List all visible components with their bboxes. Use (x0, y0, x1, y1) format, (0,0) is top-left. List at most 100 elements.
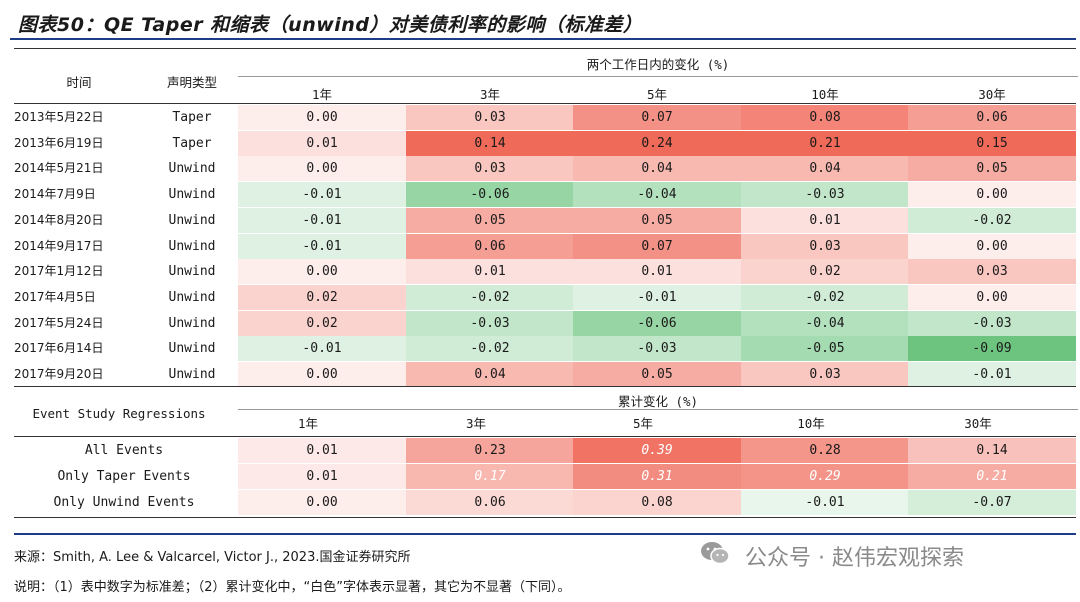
footer-rule (14, 533, 1076, 535)
heat-cell: -0.02 (406, 284, 574, 310)
event-date: 2013年5月22日 (14, 110, 104, 124)
heat-cell: 0.03 (741, 362, 909, 387)
heat-cell: 0.06 (406, 233, 574, 259)
heat-cell: 0.29 (741, 464, 909, 489)
heat-cell: -0.04 (573, 182, 741, 208)
tenor-header: 3年 (479, 87, 501, 102)
tenor-header: 10年 (811, 87, 839, 102)
regression-label: All Events (84, 443, 164, 458)
heat-cell: 0.02 (741, 259, 909, 285)
title-bar: 图表50：QE Taper 和缩表（unwind）对美债利率的影响（标准差） (10, 4, 1076, 40)
heat-cell: -0.01 (741, 490, 909, 515)
heat-cell: 0.03 (406, 105, 574, 130)
heat-cell: -0.02 (741, 284, 909, 310)
heat-cell: 0.02 (238, 310, 406, 336)
heat-cell: 0.28 (741, 438, 909, 463)
heat-cell: 0.02 (238, 284, 406, 310)
col-header-type: 声明类型 (166, 75, 217, 90)
table-rule (14, 103, 1076, 104)
tenor-header: 30年 (978, 87, 1006, 102)
heat-cell: 0.06 (908, 105, 1076, 130)
heat-cell: -0.01 (908, 362, 1076, 387)
heat-cell: 0.21 (741, 130, 909, 156)
heat-cell: 0.04 (741, 156, 909, 182)
table-rule (14, 48, 1076, 49)
heat-cell: 0.15 (908, 130, 1076, 156)
heat-cell: 0.05 (573, 362, 741, 387)
heat-cell: 0.07 (573, 233, 741, 259)
event-type: Unwind (168, 315, 216, 331)
heat-cell: -0.05 (741, 336, 909, 362)
heat-cell: 0.14 (908, 438, 1076, 463)
event-date: 2014年7月9日 (14, 187, 96, 202)
group-header-cum: 累计变化 (%) (617, 394, 699, 409)
heat-cell: -0.07 (908, 490, 1076, 515)
event-type: Unwind (168, 289, 216, 305)
heat-cell: -0.02 (908, 207, 1076, 233)
heat-cell: 0.00 (238, 156, 406, 182)
heat-cell: -0.03 (573, 336, 741, 362)
event-type: Taper (172, 110, 212, 125)
event-date: 2013年6月19日 (14, 135, 104, 150)
heat-cell: -0.03 (908, 310, 1076, 336)
heat-cell: 0.05 (406, 207, 574, 233)
heat-cell: 0.03 (908, 259, 1076, 285)
heat-cell: -0.01 (238, 336, 406, 362)
event-date: 2017年4月5日 (14, 289, 96, 304)
tenor-header: 1年 (311, 87, 333, 102)
tenor-header: 3年 (465, 416, 487, 431)
heat-cell: 0.00 (238, 490, 406, 515)
col-header-time: 时间 (66, 75, 92, 90)
event-type: Taper (172, 135, 212, 151)
heat-cell: -0.01 (573, 284, 741, 310)
heat-cell: 0.08 (741, 105, 909, 130)
event-type: Unwind (168, 238, 216, 254)
heat-cell: -0.06 (406, 182, 574, 208)
heat-cell: 0.05 (573, 207, 741, 233)
heat-cell: -0.03 (741, 182, 909, 208)
heat-cell: 0.14 (406, 130, 574, 156)
heat-cell: 0.17 (406, 464, 574, 489)
heat-cell: 0.00 (908, 182, 1076, 208)
heat-cell: 0.00 (238, 105, 406, 130)
wechat-icon (700, 540, 730, 578)
heat-cell: 0.00 (238, 362, 406, 387)
watermark-text: 公众号 · 赵伟宏观探索 (745, 546, 964, 571)
source-note: 来源：Smith, A. Lee & Valcarcel, Victor J.,… (14, 550, 411, 565)
group-header-daily: 两个工作日内的变化 (%) (586, 57, 730, 72)
heat-cell: 0.04 (573, 156, 741, 182)
heat-cell: 0.08 (573, 490, 741, 515)
explanation-note: 说明：（1）表中数字为标准差；（2）累计变化中，“白色”字体表示显著，其它为不显… (14, 580, 571, 595)
heat-cell: -0.06 (573, 310, 741, 336)
heat-cell: -0.02 (406, 336, 574, 362)
heat-cell: -0.03 (406, 310, 574, 336)
heat-cell: 0.31 (573, 464, 741, 489)
event-type: Unwind (168, 367, 216, 382)
heat-cell: 0.01 (238, 438, 406, 463)
heat-cell: -0.01 (238, 233, 406, 259)
tenor-header: 30年 (964, 416, 992, 431)
event-date: 2014年8月20日 (14, 212, 104, 227)
heat-cell: 0.03 (741, 233, 909, 259)
heat-cell: 0.00 (238, 259, 406, 285)
tenor-header: 5年 (646, 87, 668, 102)
event-date: 2014年9月17日 (14, 238, 104, 253)
heat-cell: 0.05 (908, 156, 1076, 182)
event-date: 2017年1月12日 (14, 264, 104, 279)
event-type: Unwind (168, 212, 216, 228)
heat-cell: 0.21 (908, 464, 1076, 489)
regression-label: Only Taper Events (57, 469, 191, 484)
event-type: Unwind (168, 264, 216, 280)
watermark: 公众号 · 赵伟宏观探索 (700, 540, 964, 576)
figure-title: 图表50：QE Taper 和缩表（unwind）对美债利率的影响（标准差） (18, 14, 643, 36)
heat-cell: -0.04 (741, 310, 909, 336)
heat-cell: 0.23 (406, 438, 574, 463)
heat-cell: 0.39 (573, 438, 741, 463)
heat-cell: 0.06 (406, 490, 574, 515)
heat-cell: 0.07 (573, 105, 741, 130)
event-type: Unwind (168, 187, 216, 203)
table-rule (14, 517, 1076, 518)
table-rule (14, 436, 1076, 437)
tenor-header: 10年 (797, 416, 825, 431)
heat-cell: 0.24 (573, 130, 741, 156)
